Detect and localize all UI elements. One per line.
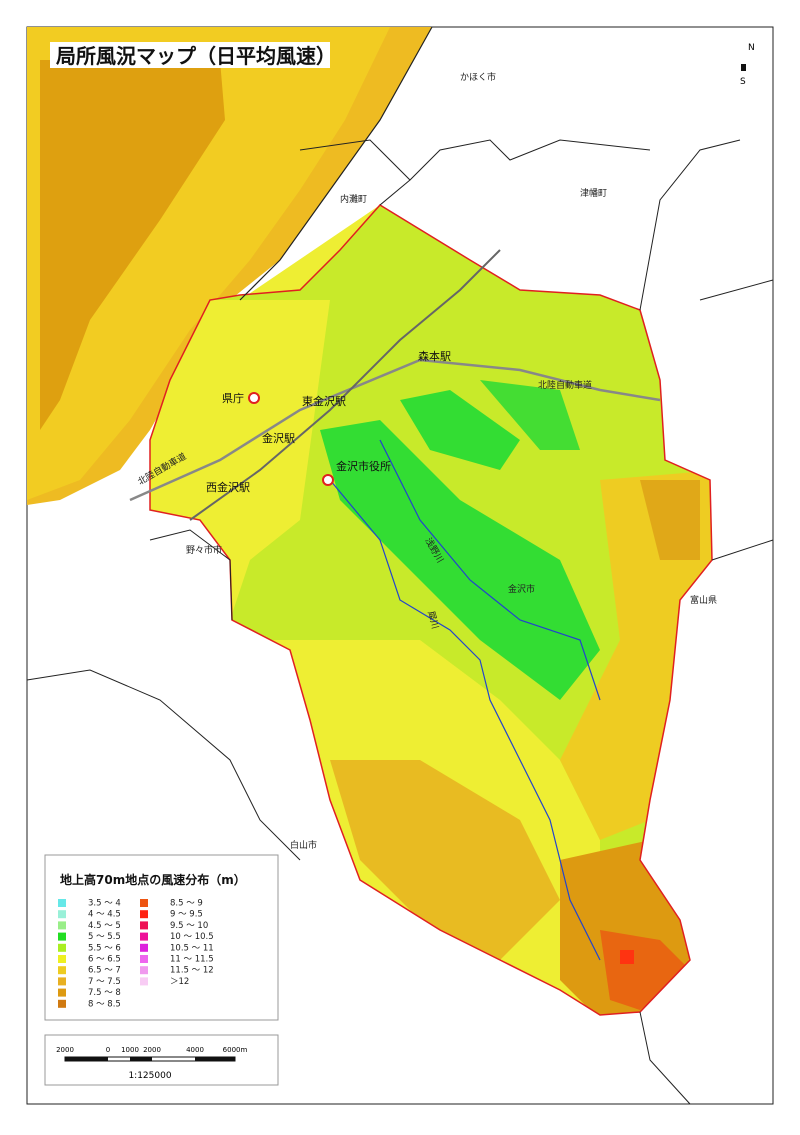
legend-items: 3.5 ～ 44 ～ 4.54.5 ～ 55 ～ 5.55.5 ～ 6 6 ～ 6…	[58, 899, 214, 1009]
legend-swatch	[140, 955, 148, 963]
legend-label: 10 ～ 10.5	[170, 932, 214, 942]
river	[379, 439, 601, 701]
boundaries	[26, 139, 774, 1105]
river-label: 犀川	[425, 610, 440, 630]
scale-label: 4000	[186, 1046, 204, 1054]
city-boundary	[149, 204, 713, 1016]
legend-swatch	[58, 999, 66, 1008]
place-label: 富山県	[690, 594, 717, 606]
legend-swatch	[140, 932, 148, 941]
legend-label: 10.5 ～ 11	[170, 943, 214, 953]
legend-label: 7 ～ 7.5	[88, 977, 121, 987]
legend-swatch	[140, 910, 148, 919]
legend-label: 11.5 ～ 12	[170, 966, 214, 976]
legend-swatch	[58, 966, 66, 975]
legend-swatch	[58, 955, 66, 963]
station-label: 金沢駅	[262, 431, 295, 445]
legend-swatch	[58, 977, 66, 986]
compass-north: N	[748, 43, 755, 53]
legend-label: 6 ～ 6.5	[88, 955, 121, 965]
compass-mark	[741, 64, 746, 71]
scale-label: 0	[106, 1046, 110, 1054]
legend-swatch	[58, 899, 66, 907]
scale-label: 6000m	[223, 1046, 248, 1054]
legend-label: 3.5 ～ 4	[88, 899, 121, 909]
compass-south: S	[740, 77, 746, 87]
legend-swatch	[140, 966, 148, 975]
place-label: かほく市	[460, 71, 496, 83]
scale-label: 1000	[121, 1046, 139, 1054]
coastline	[239, 26, 433, 301]
legend-label: ＞12	[170, 977, 189, 987]
place-label: 野々市市	[186, 544, 222, 556]
legend-swatch	[58, 988, 66, 997]
title-box	[50, 42, 330, 68]
legend-swatch	[58, 932, 66, 941]
legend-label: 5.5 ～ 6	[88, 943, 121, 953]
legend-label: 7.5 ～ 8	[88, 988, 121, 998]
station-label: 西金沢駅	[206, 480, 250, 494]
legend-label: 9 ～ 9.5	[170, 910, 203, 920]
place-label: 津幡町	[580, 187, 607, 199]
legend-label: 4 ～ 4.5	[88, 910, 121, 920]
place-label: 県庁	[222, 391, 244, 405]
legend-swatch	[140, 899, 148, 907]
scale-segment	[130, 1057, 152, 1061]
railway	[189, 249, 501, 521]
office-icon	[322, 474, 334, 486]
scale-ratio: 1:125000	[128, 1071, 171, 1081]
station-label: 森本駅	[418, 349, 451, 363]
scale-segment	[195, 1057, 235, 1061]
scale-segment	[65, 1057, 108, 1061]
place-label: 金沢市役所	[336, 459, 391, 473]
road-label: 北陸自動車道	[538, 379, 592, 391]
scale-label: 2000	[143, 1046, 161, 1054]
legend-label: 8.5 ～ 9	[170, 899, 203, 909]
legend-swatch	[58, 921, 66, 930]
place-label: 内灘町	[340, 193, 367, 205]
place-label: 金沢市	[508, 583, 535, 595]
legend-swatch	[58, 943, 66, 952]
legend-label: 5 ～ 5.5	[88, 932, 121, 942]
legend-label: 4.5 ～ 5	[88, 921, 121, 931]
legend-label: 9.5 ～ 10	[170, 921, 208, 931]
legend-swatch	[140, 977, 148, 986]
title: 局所風況マップ（日平均風速）	[55, 44, 336, 68]
station-label: 東金沢駅	[302, 394, 346, 408]
legend-label: 8 ～ 8.5	[88, 999, 121, 1009]
legend-swatch	[140, 921, 148, 930]
expressway	[129, 358, 661, 502]
legend-label: 11 ～ 11.5	[170, 955, 214, 965]
river	[329, 479, 601, 961]
boundaries	[149, 529, 233, 621]
legend-swatch	[140, 943, 148, 952]
place-label: 白山市	[290, 839, 317, 851]
office-icon	[248, 392, 260, 404]
scale-bar: 2000 0 1000 2000 4000 6000m	[56, 1046, 248, 1062]
sea-wind-core	[40, 60, 225, 430]
legend-swatch	[58, 910, 66, 919]
legend-title: 地上高70m地点の風速分布（m）	[60, 872, 246, 887]
legend-box	[44, 854, 279, 1021]
legend-label: 6.5 ～ 7	[88, 966, 121, 976]
scale-label: 2000	[56, 1046, 74, 1054]
